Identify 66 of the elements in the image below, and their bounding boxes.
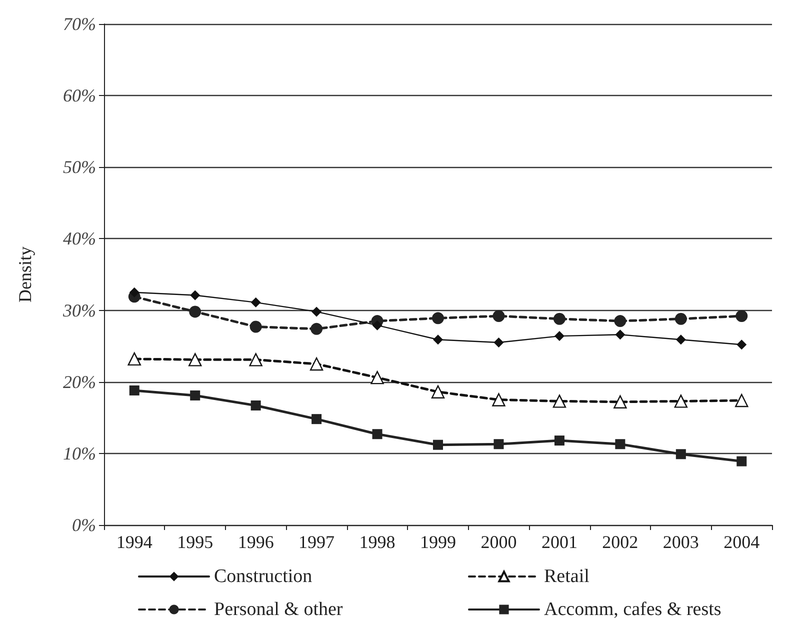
point	[494, 439, 504, 450]
x-tick-label: 1995	[177, 532, 214, 552]
y-tick-label: 0%	[72, 515, 96, 535]
point	[552, 394, 566, 408]
y-tick-label: 20%	[63, 372, 96, 392]
x-tick-label: 2002	[602, 532, 638, 552]
point	[250, 297, 261, 308]
point	[431, 385, 445, 398]
point	[250, 400, 261, 410]
point	[312, 414, 322, 424]
point	[735, 394, 748, 408]
point	[614, 395, 627, 408]
x-tick-label: 1997	[298, 532, 335, 552]
y-tick-label: 60%	[63, 86, 96, 106]
x-tick-label: 1998	[359, 532, 396, 552]
point	[310, 357, 324, 371]
point	[494, 337, 504, 348]
point	[553, 312, 566, 325]
point	[433, 334, 443, 345]
point	[189, 306, 202, 318]
legend-label: Accomm, cafes & rests	[544, 599, 722, 620]
point	[674, 312, 687, 325]
point	[676, 334, 686, 345]
legend-label: Retail	[544, 566, 590, 587]
point	[310, 322, 323, 335]
point	[432, 312, 444, 324]
y-tick-label: 70%	[63, 14, 96, 34]
point	[676, 449, 686, 460]
y-tick-label: 40%	[63, 228, 96, 249]
y-tick-label: 50%	[63, 157, 96, 178]
point	[188, 353, 202, 366]
point	[372, 429, 382, 440]
point	[250, 320, 262, 333]
point	[372, 320, 382, 330]
x-tick-label: 2000	[480, 532, 517, 552]
point	[190, 290, 200, 300]
point	[554, 436, 564, 446]
point	[615, 330, 626, 340]
x-tick-label: 1996	[238, 532, 274, 552]
point	[190, 390, 200, 400]
point	[554, 331, 564, 342]
point	[129, 385, 140, 396]
y-tick-label: 10%	[63, 443, 96, 464]
legend-label: Personal & other	[214, 599, 344, 620]
point	[129, 287, 140, 298]
x-tick-label: 1994	[116, 532, 152, 552]
point	[370, 370, 384, 384]
point	[492, 310, 505, 322]
point	[614, 315, 626, 328]
point	[736, 456, 747, 466]
legend-label: Construction	[214, 566, 313, 587]
y-tick-label: 30%	[62, 300, 96, 320]
x-tick-label: 2001	[541, 532, 578, 552]
point	[674, 394, 688, 408]
x-tick-label: 2004	[724, 532, 760, 552]
point	[128, 352, 141, 366]
point	[615, 439, 626, 450]
point	[249, 353, 262, 366]
point	[492, 393, 506, 406]
y-axis-title: Density	[15, 246, 35, 302]
point	[736, 340, 747, 350]
point	[312, 306, 322, 317]
x-tick-label: 2003	[662, 532, 699, 552]
x-tick-label: 1999	[420, 532, 456, 552]
point	[433, 440, 443, 450]
point	[736, 310, 748, 322]
